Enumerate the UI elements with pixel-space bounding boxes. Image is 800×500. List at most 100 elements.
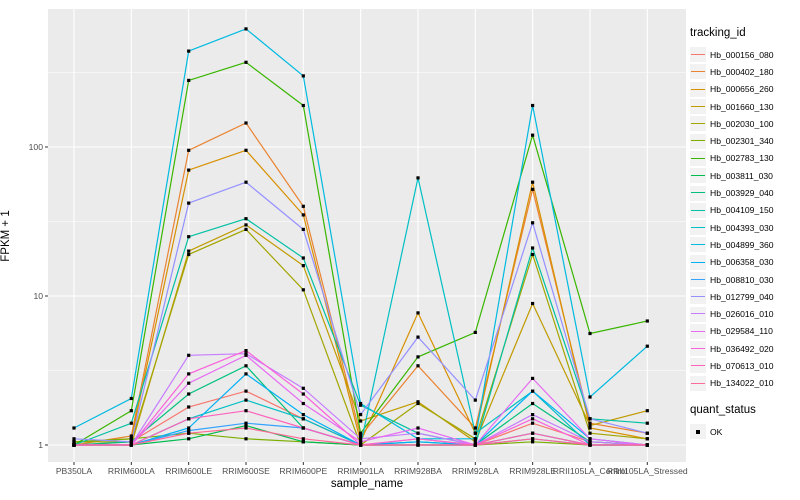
data-point-marker bbox=[588, 417, 592, 421]
legend-entry-ok: OK bbox=[690, 423, 800, 440]
legend-entry-label: Hb_000656_260 bbox=[710, 84, 774, 95]
data-point-marker bbox=[244, 364, 248, 368]
data-point-marker bbox=[416, 176, 420, 180]
data-point-marker bbox=[301, 74, 305, 78]
data-point-marker bbox=[244, 437, 248, 441]
x-tick-label: RRIM901LA bbox=[337, 466, 384, 476]
legend-key bbox=[690, 237, 706, 253]
legend-key bbox=[690, 185, 706, 201]
data-point-marker bbox=[588, 395, 592, 399]
legend-entry: Hb_003929_040 bbox=[690, 184, 800, 201]
x-tick-label: RRIM928BA bbox=[394, 466, 442, 476]
y-axis-title: FPKM + 1 bbox=[0, 210, 12, 262]
legend-entry: Hb_002783_130 bbox=[690, 150, 800, 167]
data-point-marker bbox=[301, 386, 305, 390]
legend-title-tracking-id: tracking_id bbox=[690, 27, 746, 39]
data-point-marker bbox=[301, 288, 305, 292]
data-point-marker bbox=[244, 349, 248, 353]
data-point-marker bbox=[187, 381, 191, 385]
data-point-marker bbox=[187, 405, 191, 409]
data-point-marker bbox=[645, 344, 649, 348]
data-point-marker bbox=[244, 227, 248, 231]
legend-entry-label: Hb_036492_020 bbox=[710, 343, 774, 354]
data-point-marker bbox=[359, 419, 363, 423]
data-point-marker bbox=[359, 437, 363, 441]
x-tick-label: RRIM928LA bbox=[452, 466, 499, 476]
legend-key bbox=[690, 168, 706, 184]
y-tick-label: 100 bbox=[29, 142, 44, 152]
data-point-marker bbox=[301, 256, 305, 260]
legend-key bbox=[690, 289, 706, 305]
data-point-marker bbox=[416, 355, 420, 359]
data-point-marker bbox=[301, 426, 305, 430]
data-point-marker bbox=[416, 437, 420, 441]
legend-line-swatch-icon bbox=[691, 209, 705, 211]
legend-entry-label: Hb_002783_130 bbox=[710, 153, 774, 164]
data-point-marker bbox=[244, 372, 248, 376]
data-point-marker bbox=[416, 401, 420, 406]
data-point-marker bbox=[244, 148, 248, 152]
legend-entry: Hb_000156_080 bbox=[690, 46, 800, 63]
data-point-marker bbox=[588, 431, 592, 435]
legend-key bbox=[690, 424, 706, 440]
data-point-marker bbox=[473, 398, 477, 402]
legend-entry: Hb_070613_010 bbox=[690, 357, 800, 374]
data-point-marker bbox=[301, 103, 305, 108]
legend-entry-label: Hb_001660_130 bbox=[710, 101, 774, 112]
legend-key bbox=[690, 81, 706, 97]
legend-entry: Hb_036492_020 bbox=[690, 340, 800, 357]
data-point-marker bbox=[416, 400, 420, 404]
legend-line-swatch-icon bbox=[691, 53, 705, 55]
data-point-marker bbox=[187, 148, 191, 152]
data-point-marker bbox=[301, 213, 305, 217]
data-point-marker bbox=[187, 426, 191, 430]
data-point-marker bbox=[129, 434, 133, 438]
data-point-marker bbox=[301, 392, 305, 396]
legend-key bbox=[690, 358, 706, 374]
legend-line-swatch-icon bbox=[691, 140, 705, 142]
data-point-marker bbox=[244, 60, 248, 64]
legend-entry-label: Hb_029584_110 bbox=[710, 326, 773, 337]
legend-entry: Hb_002030_100 bbox=[690, 115, 800, 132]
data-point-marker bbox=[531, 401, 535, 406]
data-point-marker bbox=[244, 389, 248, 393]
data-point-marker bbox=[473, 330, 477, 334]
data-point-marker bbox=[187, 429, 191, 433]
legend-entry: Hb_004899_360 bbox=[690, 236, 800, 253]
legend-entry: Hb_134022_010 bbox=[690, 375, 800, 392]
data-point-marker bbox=[187, 353, 191, 357]
data-point-marker bbox=[645, 443, 649, 447]
legend-entry-label: Hb_070613_010 bbox=[710, 360, 774, 371]
legend-line-swatch-icon bbox=[691, 192, 705, 194]
data-point-marker bbox=[531, 187, 535, 191]
data-point-marker bbox=[244, 223, 248, 227]
data-point-marker bbox=[301, 437, 305, 441]
data-point-marker bbox=[187, 235, 191, 239]
data-point-marker bbox=[416, 426, 420, 430]
data-point-marker bbox=[473, 443, 477, 447]
data-point-marker bbox=[187, 417, 191, 421]
data-point-marker bbox=[359, 431, 363, 435]
data-point-marker bbox=[301, 440, 305, 444]
legend-key bbox=[690, 272, 706, 287]
data-point-marker bbox=[588, 426, 592, 430]
legend-entry-label: Hb_003929_040 bbox=[710, 188, 774, 199]
data-point-marker bbox=[244, 421, 248, 425]
legend-line-swatch-icon bbox=[691, 226, 705, 228]
data-point-marker bbox=[416, 311, 420, 315]
data-point-marker bbox=[187, 249, 191, 253]
legend-key bbox=[690, 202, 706, 218]
legend-key bbox=[690, 47, 706, 63]
data-point-marker bbox=[244, 353, 248, 357]
legend-entry-label: Hb_006358_030 bbox=[710, 257, 774, 268]
data-point-marker bbox=[72, 440, 76, 444]
legend-entry: Hb_002301_340 bbox=[690, 132, 800, 149]
legend-entry-label: Hb_134022_010 bbox=[710, 378, 774, 389]
legend-key bbox=[690, 133, 706, 149]
legend-line-swatch-icon bbox=[691, 365, 705, 367]
legend-entry-label: Hb_004899_360 bbox=[710, 239, 774, 250]
legend-key bbox=[690, 323, 706, 339]
data-point-marker bbox=[187, 78, 191, 82]
data-point-marker bbox=[244, 180, 248, 184]
